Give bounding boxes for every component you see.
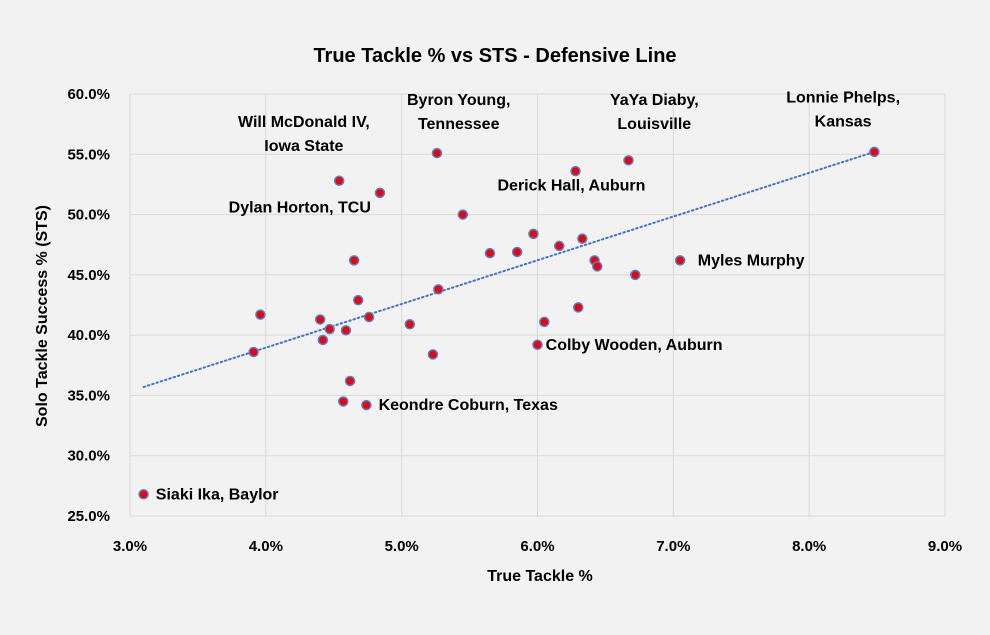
x-axis-title: True Tackle % xyxy=(487,568,593,585)
annotation-label: Lonnie Phelps, xyxy=(786,90,900,107)
y-tick-label: 25.0% xyxy=(67,508,110,525)
data-point xyxy=(674,255,686,266)
data-point xyxy=(314,314,326,325)
data-point xyxy=(553,240,565,252)
annotation-label: Dylan Horton, TCU xyxy=(229,199,371,216)
data-point xyxy=(573,302,584,313)
data-point xyxy=(363,311,375,323)
y-tick-label: 60.0% xyxy=(67,86,110,103)
y-tick-label: 30.0% xyxy=(67,448,110,465)
x-tick-label: 7.0% xyxy=(656,538,690,555)
data-point xyxy=(340,325,352,336)
data-point xyxy=(248,346,259,358)
gridlines xyxy=(129,93,946,517)
x-tick-label: 3.0% xyxy=(113,538,147,555)
data-point xyxy=(484,247,496,259)
data-point xyxy=(348,255,360,266)
data-point xyxy=(324,323,335,335)
data-point xyxy=(255,309,266,320)
annotation-label: Siaki Ika, Baylor xyxy=(156,486,279,503)
annotation-label: Keondre Coburn, Texas xyxy=(379,397,558,414)
data-point xyxy=(361,399,372,411)
data-point xyxy=(333,175,345,187)
x-tick-label: 4.0% xyxy=(249,538,283,555)
annotation-label: YaYa Diaby, xyxy=(610,92,699,109)
y-tick-label: 45.0% xyxy=(67,267,110,284)
data-point xyxy=(869,146,880,158)
annotation-label: Derick Hall, Auburn xyxy=(498,178,646,195)
data-point xyxy=(427,349,439,360)
data-point xyxy=(528,228,539,240)
data-point xyxy=(577,233,588,244)
y-tick-label: 40.0% xyxy=(67,327,110,344)
data-point xyxy=(344,375,356,387)
annotation-label: Tennessee xyxy=(418,116,500,133)
data-point xyxy=(457,209,469,220)
x-tick-label: 8.0% xyxy=(792,538,826,555)
y-axis-title: Solo Tackle Success % (STS) xyxy=(34,205,51,427)
annotation-label: Byron Young, xyxy=(407,92,510,109)
y-tick-label: 35.0% xyxy=(67,387,110,404)
annotation-label: Kansas xyxy=(815,114,872,131)
x-tick-label: 9.0% xyxy=(928,538,962,555)
data-point xyxy=(570,165,581,177)
data-point xyxy=(374,187,386,199)
data-point xyxy=(532,339,543,351)
y-tick-label: 55.0% xyxy=(67,146,110,163)
annotation-label: Will McDonald IV, xyxy=(238,114,370,131)
data-points xyxy=(138,146,880,500)
data-point xyxy=(138,489,149,500)
y-axis-ticks: 25.0% 30.0% 35.0% 40.0% 45.0% 50.0% 55.0% 60.0% xyxy=(67,86,110,525)
data-point xyxy=(511,246,523,258)
data-point xyxy=(630,269,641,281)
data-point xyxy=(539,316,550,328)
data-point xyxy=(404,319,416,330)
x-tick-label: 6.0% xyxy=(520,538,554,555)
point-annotations: Siaki Ika, Baylor Keondre Coburn, Texas Co… xyxy=(156,90,900,504)
data-point xyxy=(338,396,349,407)
x-tick-label: 5.0% xyxy=(385,538,419,555)
trendline xyxy=(142,150,876,388)
data-point xyxy=(352,294,364,306)
chart-title: True Tackle % vs STS - Defensive Line xyxy=(313,45,676,67)
annotation-label: Iowa State xyxy=(264,138,343,155)
data-point xyxy=(317,334,329,346)
annotation-label: Colby Wooden, Auburn xyxy=(546,337,723,354)
data-point xyxy=(431,147,443,159)
annotation-label: Myles Murphy xyxy=(698,252,805,269)
annotation-label: Louisville xyxy=(617,116,691,133)
y-tick-label: 50.0% xyxy=(67,207,110,224)
data-point xyxy=(623,155,634,166)
x-axis-ticks: 3.0% 4.0% 5.0% 6.0% 7.0% 8.0% 9.0% xyxy=(113,538,962,555)
data-point xyxy=(433,284,444,295)
data-point xyxy=(592,261,603,272)
